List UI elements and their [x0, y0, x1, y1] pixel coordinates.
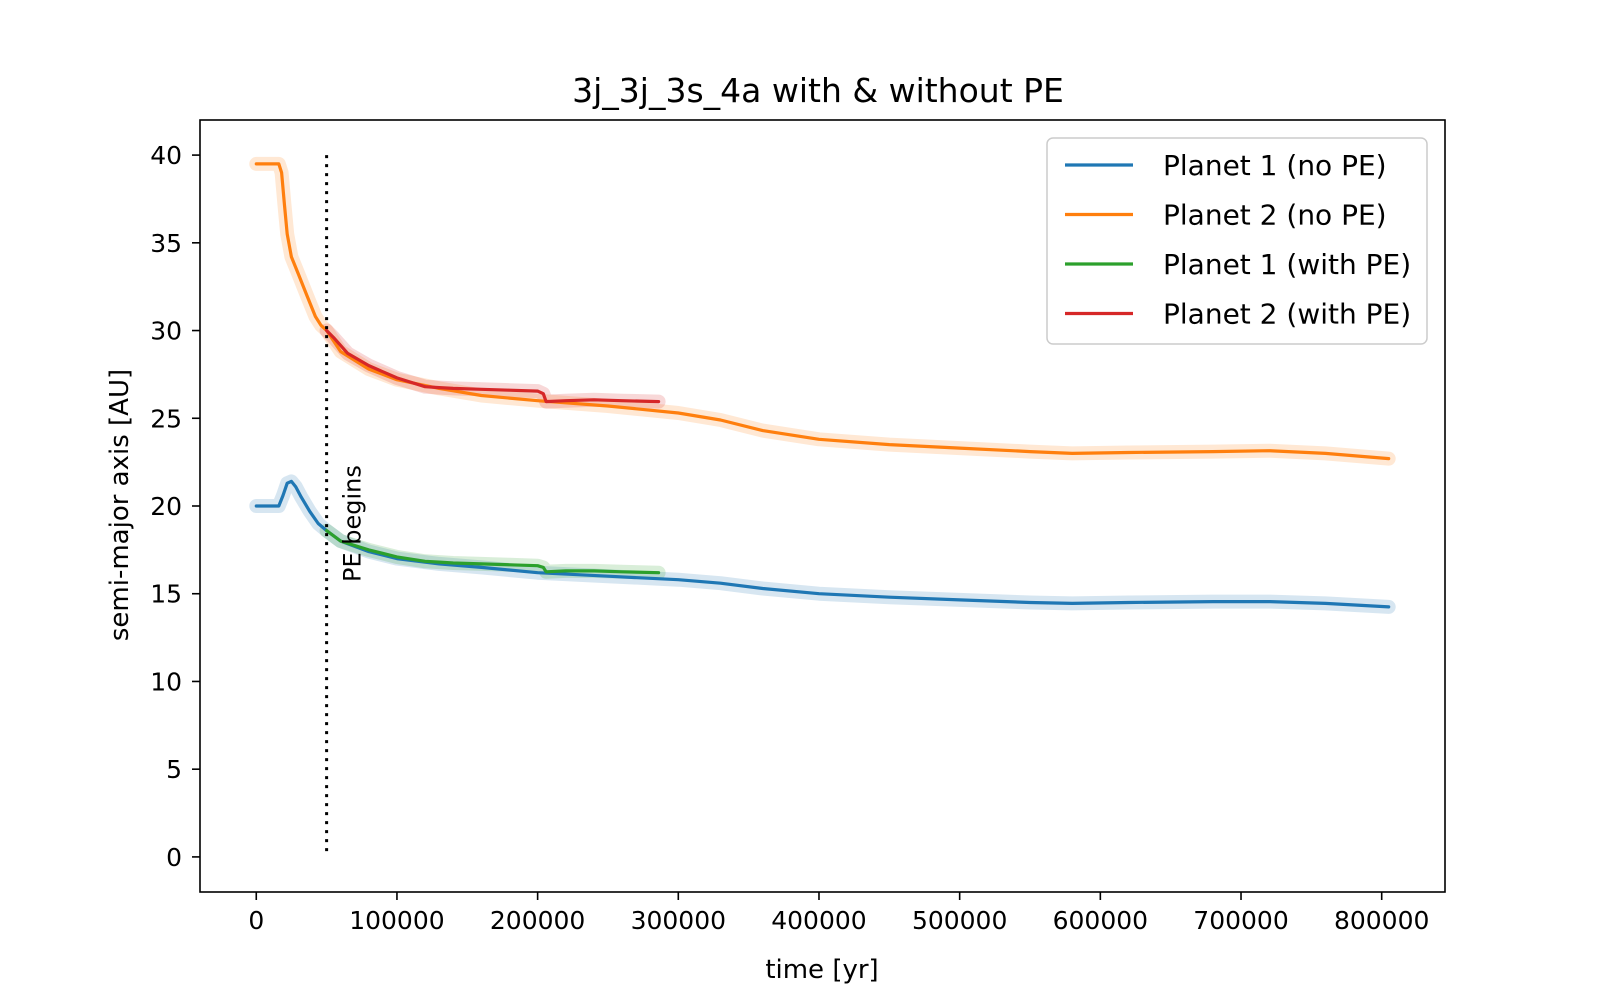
y-tick-label: 30: [150, 317, 182, 346]
y-tick-label: 35: [150, 229, 182, 258]
y-tick-label: 20: [150, 492, 182, 521]
y-tick-label: 0: [166, 843, 182, 872]
pe-begins-label: PE begins: [339, 465, 367, 582]
x-tick-label: 400000: [771, 906, 866, 935]
y-tick-label: 40: [150, 141, 182, 170]
series-line-planet-1-no-pe: [254, 479, 1391, 609]
y-tick-label: 10: [150, 667, 182, 696]
legend-label-planet-1-with-pe: Planet 1 (with PE): [1163, 248, 1411, 281]
series-band-planet-1-no-pe: [249, 474, 1396, 614]
y-tick-label: 15: [150, 580, 182, 609]
x-tick-label: 100000: [349, 906, 444, 935]
x-tick-label: 600000: [1053, 906, 1148, 935]
series-line-planet-2-with-pe: [325, 328, 661, 404]
legend: Planet 1 (no PE) Planet 2 (no PE) Planet 1…: [1046, 137, 1428, 345]
legend-items: Planet 1 (no PE) Planet 2 (no PE) Planet 1…: [1065, 149, 1411, 331]
y-tick-label: 25: [150, 404, 182, 433]
x-tick-label: 800000: [1334, 906, 1429, 935]
x-axis-label: time [yr]: [765, 955, 878, 985]
legend-label-planet-2-with-pe: Planet 2 (with PE): [1163, 298, 1411, 331]
legend-label-planet-2-no-pe: Planet 2 (no PE): [1163, 199, 1387, 232]
x-tick-label: 0: [248, 906, 264, 935]
y-tick-label: 5: [166, 755, 182, 784]
legend-label-planet-1-no-pe: Planet 1 (no PE): [1163, 149, 1387, 182]
x-tick-label: 700000: [1193, 906, 1288, 935]
series-line-planet-2-no-pe: [254, 162, 1391, 461]
pe-annotation: PE begins: [325, 155, 367, 857]
series-lines: [254, 162, 1391, 609]
series-line-planet-1-with-pe: [325, 528, 661, 575]
chart-title: 3j_3j_3s_4a with & without PE: [572, 71, 1064, 110]
y-axis-ticks: 0 5 10 15 20 25 30 35 40: [150, 141, 200, 872]
x-tick-label: 300000: [631, 906, 726, 935]
y-axis-label: semi-major axis [AU]: [105, 369, 135, 641]
x-tick-label: 200000: [490, 906, 585, 935]
legend-frame: [1046, 137, 1428, 345]
x-tick-label: 500000: [912, 906, 1007, 935]
x-axis-ticks: 0 100000 200000 300000 400000 500000 600000 700…: [248, 892, 1429, 935]
